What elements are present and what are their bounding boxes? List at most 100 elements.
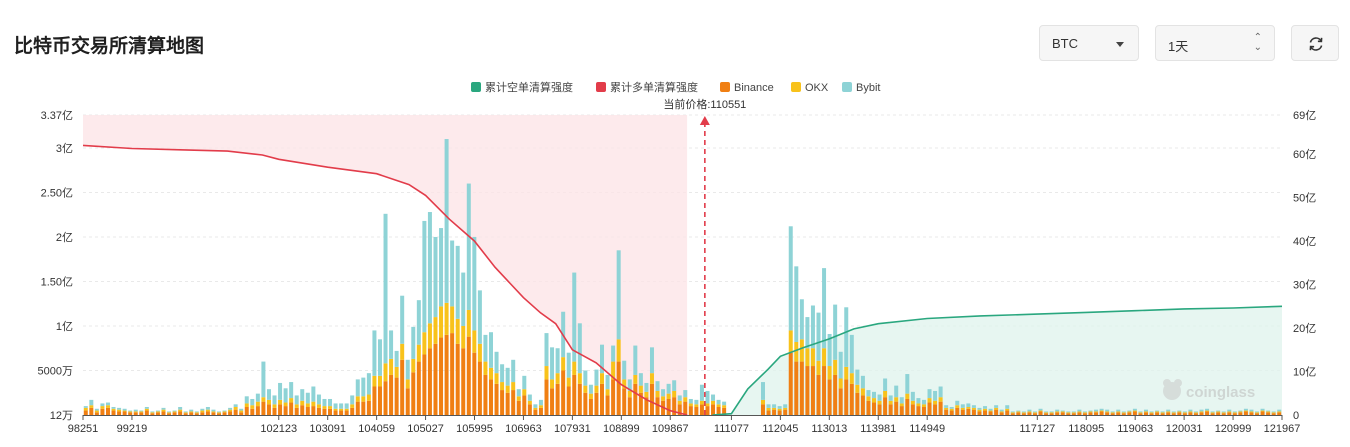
bar-binance[interactable]	[794, 361, 799, 415]
bar-bybit[interactable]	[167, 411, 172, 413]
bar-bybit[interactable]	[966, 403, 971, 407]
bar-binance[interactable]	[1138, 413, 1143, 415]
bar-binance[interactable]	[1243, 411, 1248, 415]
bar-binance[interactable]	[83, 410, 88, 415]
bar-bybit[interactable]	[905, 374, 910, 394]
bar-okx[interactable]	[522, 389, 527, 396]
bar-bybit[interactable]	[1266, 410, 1271, 412]
bar-okx[interactable]	[355, 396, 360, 402]
bar-okx[interactable]	[544, 366, 549, 380]
bar-binance[interactable]	[683, 401, 688, 415]
bar-binance[interactable]	[849, 383, 854, 415]
bar-binance[interactable]	[450, 333, 455, 415]
bar-bybit[interactable]	[172, 410, 177, 412]
bar-bybit[interactable]	[161, 407, 166, 410]
bar-binance[interactable]	[1216, 412, 1221, 415]
bar-binance[interactable]	[616, 361, 621, 415]
bar-okx[interactable]	[483, 361, 488, 375]
bar-binance[interactable]	[100, 408, 105, 415]
bar-bybit[interactable]	[1138, 411, 1143, 413]
bar-okx[interactable]	[133, 411, 138, 413]
bar-okx[interactable]	[627, 390, 632, 398]
bar-bybit[interactable]	[883, 378, 888, 391]
bar-binance[interactable]	[211, 412, 216, 415]
bar-binance[interactable]	[477, 361, 482, 415]
bar-binance[interactable]	[1249, 412, 1254, 415]
bar-okx[interactable]	[228, 409, 233, 412]
bar-okx[interactable]	[683, 397, 688, 402]
bar-binance[interactable]	[222, 412, 227, 415]
bar-bybit[interactable]	[272, 395, 277, 405]
bar-okx[interactable]	[883, 390, 888, 398]
bar-okx[interactable]	[572, 361, 577, 375]
bar-bybit[interactable]	[1010, 411, 1015, 413]
bar-binance[interactable]	[1193, 413, 1198, 415]
bar-bybit[interactable]	[683, 390, 688, 398]
bar-okx[interactable]	[1260, 410, 1265, 412]
bar-binance[interactable]	[699, 404, 704, 415]
bar-okx[interactable]	[600, 373, 605, 384]
bar-binance[interactable]	[189, 412, 194, 415]
bar-okx[interactable]	[822, 348, 827, 367]
bar-okx[interactable]	[505, 385, 510, 393]
bar-okx[interactable]	[583, 385, 588, 393]
bar-binance[interactable]	[605, 395, 610, 415]
bar-okx[interactable]	[344, 408, 349, 411]
bar-bybit[interactable]	[1255, 411, 1260, 413]
bar-okx[interactable]	[1205, 410, 1210, 412]
bar-bybit[interactable]	[910, 391, 915, 401]
bar-binance[interactable]	[933, 404, 938, 415]
bar-okx[interactable]	[1149, 412, 1154, 414]
bar-bybit[interactable]	[999, 409, 1004, 412]
bar-okx[interactable]	[122, 410, 127, 412]
bar-okx[interactable]	[616, 339, 621, 362]
bar-binance[interactable]	[1160, 413, 1165, 415]
bar-binance[interactable]	[150, 413, 155, 415]
bar-okx[interactable]	[1166, 411, 1171, 413]
bar-binance[interactable]	[1105, 412, 1110, 415]
bar-okx[interactable]	[450, 306, 455, 334]
bar-bybit[interactable]	[655, 381, 660, 391]
bar-bybit[interactable]	[1205, 408, 1210, 411]
bar-bybit[interactable]	[105, 402, 110, 406]
bar-bybit[interactable]	[1221, 411, 1226, 413]
bar-okx[interactable]	[494, 373, 499, 384]
bar-bybit[interactable]	[716, 399, 721, 405]
bar-bybit[interactable]	[1055, 409, 1060, 412]
bar-binance[interactable]	[833, 374, 838, 415]
bar-bybit[interactable]	[111, 406, 116, 409]
bar-bybit[interactable]	[366, 373, 371, 395]
bar-bybit[interactable]	[1049, 411, 1054, 413]
bar-bybit[interactable]	[494, 351, 499, 374]
bar-bybit[interactable]	[605, 374, 610, 390]
bar-okx[interactable]	[144, 408, 149, 411]
bar-okx[interactable]	[294, 404, 299, 408]
bar-binance[interactable]	[394, 377, 399, 415]
bar-binance[interactable]	[328, 408, 333, 415]
legend-label[interactable]: Bybit	[856, 82, 880, 94]
bar-bybit[interactable]	[1105, 409, 1110, 412]
bar-binance[interactable]	[1199, 412, 1204, 415]
bar-binance[interactable]	[389, 374, 394, 415]
bar-binance[interactable]	[405, 388, 410, 415]
bar-okx[interactable]	[1199, 411, 1204, 413]
bar-okx[interactable]	[772, 407, 777, 410]
bar-bybit[interactable]	[933, 390, 938, 401]
bar-okx[interactable]	[711, 400, 716, 405]
bar-binance[interactable]	[1099, 411, 1104, 415]
bar-okx[interactable]	[1177, 411, 1182, 413]
bar-okx[interactable]	[1121, 412, 1126, 414]
bar-bybit[interactable]	[1260, 408, 1265, 411]
bar-bybit[interactable]	[1016, 410, 1021, 412]
bar-okx[interactable]	[705, 403, 710, 407]
bar-binance[interactable]	[921, 406, 926, 415]
bar-bybit[interactable]	[1144, 409, 1148, 412]
bar-bybit[interactable]	[855, 369, 860, 385]
bar-bybit[interactable]	[860, 375, 865, 389]
bar-binance[interactable]	[183, 413, 188, 415]
bar-binance[interactable]	[427, 348, 432, 415]
bar-bybit[interactable]	[261, 361, 266, 398]
bar-okx[interactable]	[383, 363, 388, 382]
bar-okx[interactable]	[844, 366, 849, 380]
bar-bybit[interactable]	[205, 406, 210, 410]
